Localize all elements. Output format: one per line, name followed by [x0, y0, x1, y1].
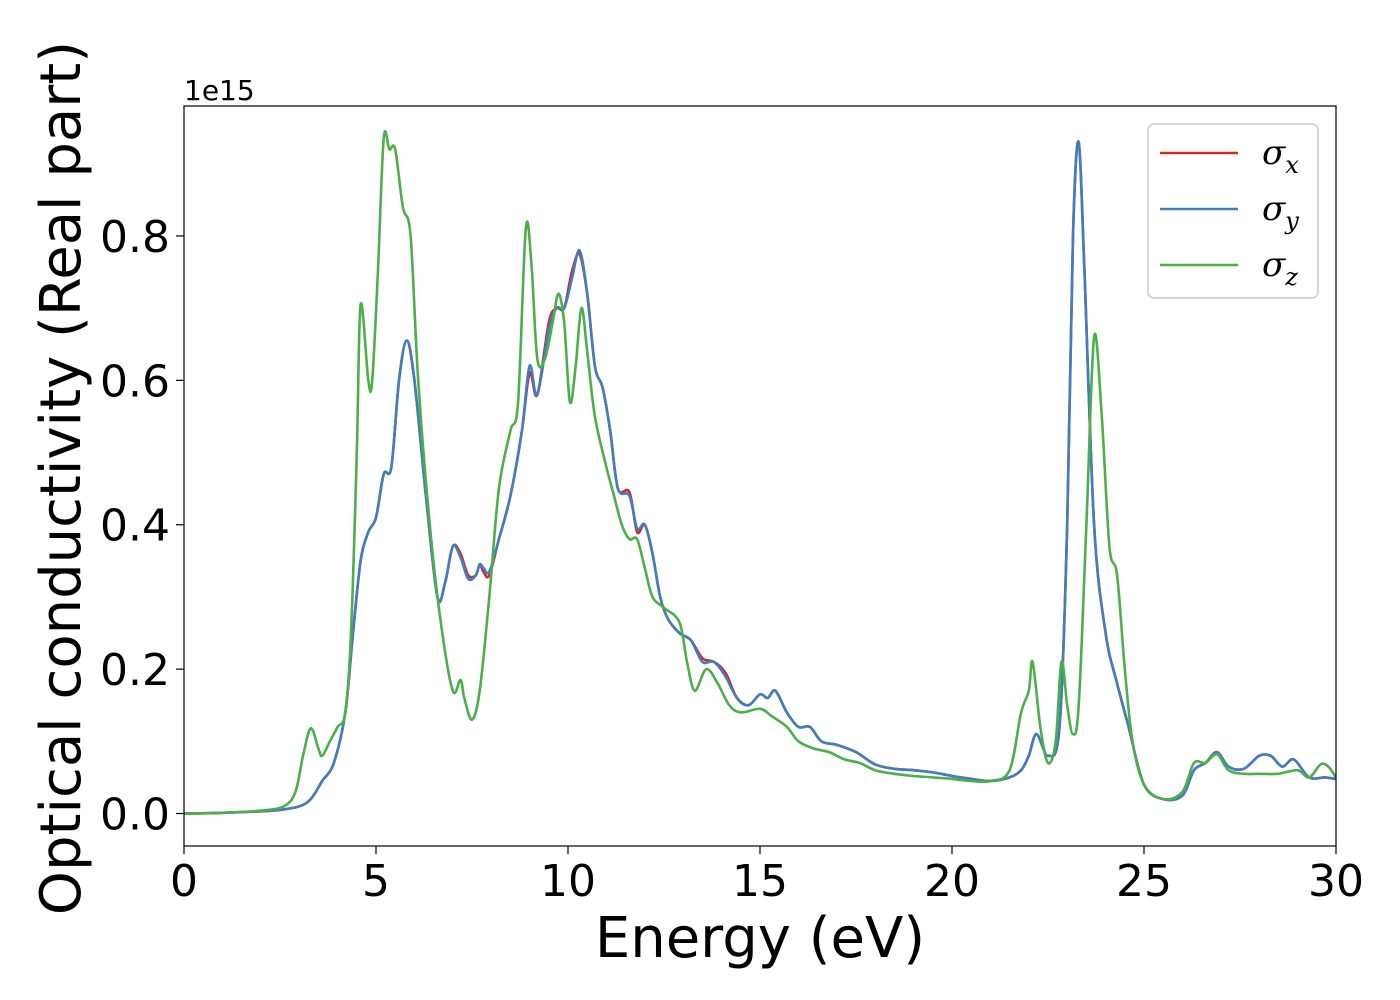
y-tick-label: 0.4: [100, 501, 170, 552]
x-tick-label: 30: [1308, 856, 1364, 907]
plot-area: [184, 106, 1336, 846]
legend-symbol: σ: [1262, 133, 1286, 173]
series-line-z: [184, 129, 1336, 815]
y-axis-title: Optical conductivity (Real part): [29, 41, 94, 915]
legend-subscript: x: [1285, 151, 1299, 179]
x-tick-label: 20: [924, 856, 980, 907]
legend-box: [1147, 123, 1319, 299]
y-offset-text: 1e15: [184, 74, 255, 107]
legend-label-z: σz: [1262, 245, 1298, 291]
legend-symbol: σ: [1262, 245, 1286, 285]
y-tick-label: 0.6: [100, 356, 170, 407]
legend-label-y: σy: [1262, 189, 1299, 235]
x-tick-label: 25: [1116, 856, 1172, 907]
x-tick-label: 5: [362, 856, 390, 907]
x-tick-label: 0: [170, 856, 198, 907]
x-tick-label: 15: [732, 856, 788, 907]
y-tick-label: 0.0: [100, 790, 170, 841]
y-tick-label: 0.2: [100, 645, 170, 696]
legend-label-x: σx: [1262, 133, 1299, 179]
y-axis-ticks: 0.0 0.2 0.4 0.6 0.8: [100, 212, 184, 841]
series-line-y: [184, 140, 1336, 815]
x-tick-label: 10: [540, 856, 596, 907]
legend-subscript: z: [1284, 263, 1298, 291]
legend-subscript: y: [1284, 207, 1299, 235]
series-layer: [184, 129, 1336, 815]
x-axis-ticks: 0 5 10 15 20 25 30: [170, 846, 1364, 907]
legend-symbol: σ: [1262, 189, 1286, 229]
x-axis-title: Energy (eV): [595, 906, 925, 971]
y-tick-label: 0.8: [100, 212, 170, 263]
